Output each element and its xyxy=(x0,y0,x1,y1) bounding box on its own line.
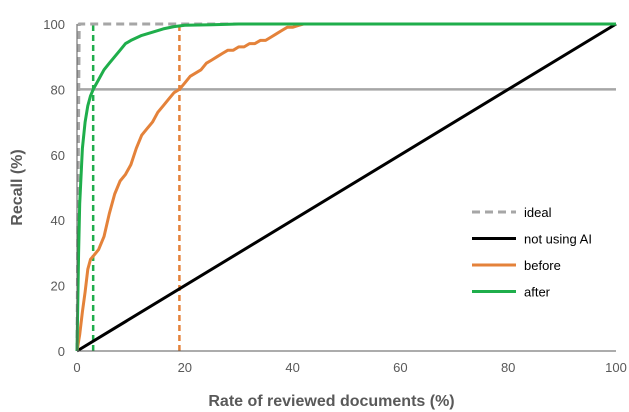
legend-label-before: before xyxy=(524,258,561,273)
x-tick-label: 60 xyxy=(393,360,407,375)
y-tick-label: 100 xyxy=(43,17,65,32)
reference-lines xyxy=(77,24,616,351)
x-axis-ticks: 0 20 40 60 80 100 xyxy=(73,360,626,375)
y-tick-label: 60 xyxy=(51,148,65,163)
legend-label-not-using-ai: not using AI xyxy=(524,232,592,247)
x-tick-label: 0 xyxy=(73,360,80,375)
y-tick-label: 80 xyxy=(51,82,65,97)
series-line-not-using-ai xyxy=(76,22,617,353)
y-axis-ticks: 0 20 40 60 80 100 xyxy=(43,17,65,359)
y-tick-label: 40 xyxy=(51,213,65,228)
x-tick-label: 20 xyxy=(178,360,192,375)
x-tick-label: 100 xyxy=(605,360,627,375)
legend-label-ideal: ideal xyxy=(524,205,552,220)
x-tick-label: 40 xyxy=(285,360,299,375)
y-tick-label: 20 xyxy=(51,279,65,294)
axes xyxy=(76,24,616,352)
series-line-before xyxy=(75,22,616,352)
x-tick-label: 80 xyxy=(501,360,515,375)
y-axis-title: Recall (%) xyxy=(9,149,26,225)
y-tick-label: 0 xyxy=(58,344,65,359)
x-axis-title: Rate of reviewed documents (%) xyxy=(208,393,454,410)
series-line-after xyxy=(75,22,616,352)
legend: ideal not using AI before after xyxy=(472,205,592,300)
series-lines xyxy=(75,22,617,353)
legend-label-after: after xyxy=(524,285,551,300)
